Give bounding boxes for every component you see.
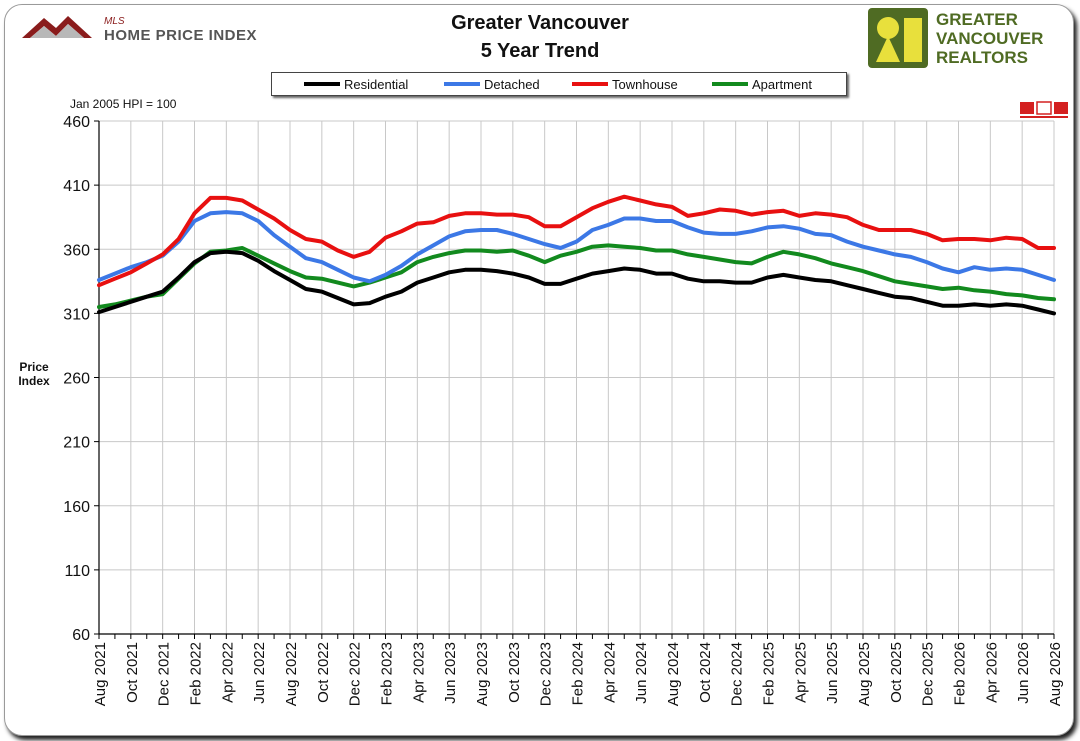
series-line-detached — [97, 210, 1056, 284]
x-tick-label: Oct 2023 — [506, 642, 523, 703]
legend-item-apartment: Apartment — [712, 73, 812, 95]
x-tick-label: Apr 2025 — [792, 642, 809, 703]
gvr-logo-line2: VANCOUVER — [936, 29, 1043, 48]
chart-axes — [94, 120, 1055, 639]
x-tick-label: Dec 2023 — [538, 642, 555, 706]
legend-label-apartment: Apartment — [752, 76, 812, 92]
y-tick-label: 60 — [72, 627, 90, 644]
x-tick-label: Jun 2024 — [633, 642, 650, 704]
y-tick-label: 310 — [63, 306, 90, 323]
legend-swatch-apartment — [712, 82, 748, 86]
x-tick-label: Jun 2025 — [824, 642, 841, 704]
series-line-residential — [97, 249, 1056, 316]
gvr-logo-line3: REALTORS — [936, 48, 1028, 67]
x-tick-label: Oct 2025 — [888, 642, 905, 703]
x-tick-label: Dec 2022 — [347, 642, 364, 706]
hpi-logo-text: HOME PRICE INDEX — [104, 27, 257, 44]
chart-grid — [98, 120, 1055, 635]
legend-label-detached: Detached — [484, 76, 540, 92]
y-tick-label: 210 — [63, 435, 90, 452]
chart-legend: Residential Detached Townhouse Apartment — [271, 72, 847, 96]
x-tick-label: Feb 2023 — [379, 642, 396, 705]
x-tick-label: Oct 2022 — [315, 642, 332, 703]
y-tick-label: 110 — [64, 563, 90, 580]
y-tick-labels: 60 110 160 210 260 310 360 410 460 — [63, 114, 90, 644]
mls-logo — [1018, 100, 1072, 127]
y-tick-label: 410 — [63, 178, 90, 195]
x-tick-label: Oct 2021 — [124, 642, 141, 703]
mls-logo-block-3 — [1054, 102, 1068, 114]
mls-small-label: MLS — [104, 16, 125, 27]
y-tick-label: 260 — [63, 371, 90, 388]
x-tick-label: Oct 2024 — [697, 642, 714, 703]
y-tick-label: 160 — [63, 499, 90, 516]
mls-logo-block-1 — [1020, 102, 1034, 114]
chart-frame — [4, 4, 1074, 736]
x-tick-label: Apr 2026 — [983, 642, 1000, 703]
legend-swatch-detached — [444, 82, 480, 86]
mls-hpi-logo: MLS HOME PRICE INDEX — [22, 12, 292, 49]
legend-item-residential: Residential — [304, 73, 408, 95]
legend-swatch-townhouse — [572, 82, 608, 86]
x-tick-label: Feb 2022 — [188, 642, 205, 705]
x-tick-label: Dec 2021 — [156, 642, 173, 706]
y-axis-title-text: Price Index — [18, 360, 50, 388]
chart-title-line1: Greater Vancouver — [451, 12, 629, 34]
x-tick-label: Apr 2024 — [601, 642, 618, 703]
x-tick-label: Aug 2021 — [92, 642, 109, 706]
x-tick-label: Jun 2022 — [251, 642, 268, 704]
legend-label-residential: Residential — [344, 76, 409, 92]
x-tick-label: Aug 2026 — [1047, 642, 1064, 706]
legend-swatch-residential — [304, 82, 340, 86]
chart-title-line2: 5 Year Trend — [480, 40, 600, 62]
x-tick-label: Dec 2024 — [729, 642, 746, 706]
legend-label-townhouse: Townhouse — [612, 76, 678, 92]
x-tick-label: Aug 2022 — [283, 642, 300, 706]
x-tick-label: Apr 2022 — [219, 642, 236, 703]
y-tick-label: 460 — [63, 114, 90, 131]
x-tick-label: Aug 2024 — [665, 642, 682, 706]
series-line-townhouse — [97, 194, 1056, 288]
x-tick-label: Feb 2024 — [570, 642, 587, 705]
gvr-logo-line1: GREATER — [936, 10, 1018, 29]
x-tick-label: Feb 2025 — [761, 642, 778, 705]
legend-item-townhouse: Townhouse — [572, 73, 678, 95]
hpi-base-note: Jan 2005 HPI = 100 — [70, 97, 177, 111]
mls-logo-block-2 — [1036, 101, 1052, 115]
gvr-logo: GREATER VANCOUVER REALTORS — [868, 8, 1068, 75]
legend-item-detached: Detached — [444, 73, 540, 95]
x-tick-label: Jun 2023 — [442, 642, 459, 704]
x-tick-label: Aug 2025 — [856, 642, 873, 706]
series-line-apartment — [97, 243, 1056, 309]
x-tick-label: Dec 2025 — [920, 642, 937, 706]
x-tick-label: Jun 2026 — [1015, 642, 1032, 704]
chart-series — [97, 194, 1056, 316]
x-tick-label: Aug 2023 — [474, 642, 491, 706]
x-tick-labels: Aug 2021 Oct 2021 Dec 2021 Feb 2022 Apr 2022… — [92, 642, 1064, 706]
x-tick-label: Apr 2023 — [410, 642, 427, 703]
house-icon: MLS HOME PRICE INDEX — [22, 16, 257, 44]
y-tick-label: 360 — [63, 242, 90, 259]
y-axis-title: Price Index — [12, 360, 56, 388]
x-tick-label: Feb 2026 — [952, 642, 969, 705]
